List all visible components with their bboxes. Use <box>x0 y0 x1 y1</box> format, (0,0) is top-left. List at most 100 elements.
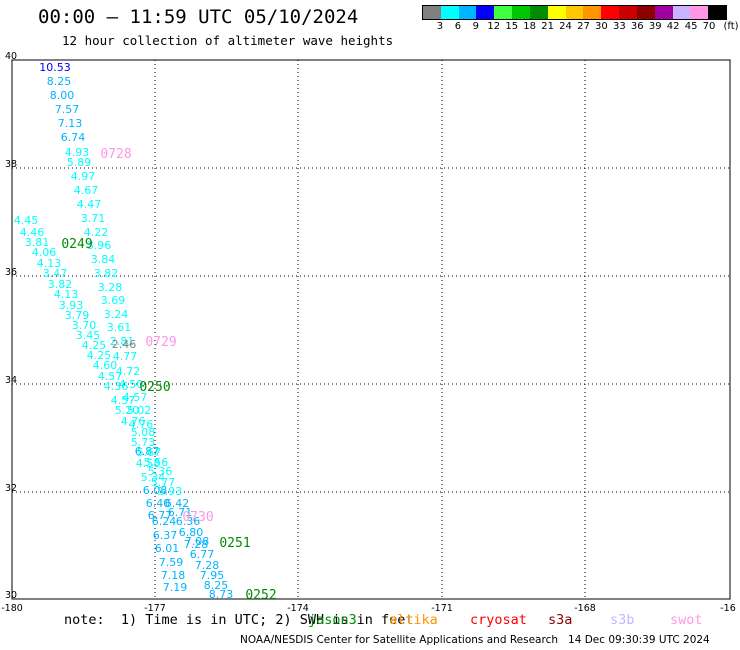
wave-height-value: 7.95 <box>200 569 225 582</box>
color-scale-label: 39 <box>648 21 662 32</box>
map-axis-labels: -180 -177 -174 -171 -168 -16 40 38 36 34 32 30 <box>1 51 736 614</box>
map-frame <box>11 59 731 600</box>
color-swatch <box>529 6 548 19</box>
wave-height-readings: 10.538.258.007.577.136.744.935.894.974.6… <box>14 61 234 601</box>
latitude-tick-label: 36 <box>5 267 17 278</box>
latitude-tick-label: 30 <box>5 590 17 601</box>
wave-height-value: 8.25 <box>204 579 229 592</box>
wave-height-value: 5.20 <box>115 404 140 417</box>
wave-height-value: 3.93 <box>59 299 84 312</box>
longitude-tick-label: -171 <box>431 603 453 614</box>
wave-height-value: 7.19 <box>163 581 188 594</box>
wave-height-value: 4.57 <box>111 394 136 407</box>
color-swatch <box>565 6 584 19</box>
wave-height-value: 3.61 <box>107 321 132 334</box>
wave-height-value: 5.93 <box>158 485 183 498</box>
color-scale-bar <box>422 5 727 20</box>
wave-height-value: 6.80 <box>179 526 204 539</box>
color-scale-label: 45 <box>684 21 698 32</box>
color-scale-label: 15 <box>505 21 519 32</box>
wave-height-value: 4.58 <box>136 457 161 470</box>
longitude-tick-label: -174 <box>287 603 309 614</box>
legend-satellite-altika: altika <box>389 612 438 628</box>
pass-time-labels: 0728 0249 0729 0250 0730 0251 0252 <box>61 147 276 603</box>
color-scale-label: 9 <box>472 21 479 32</box>
wave-height-value: 6.74 <box>61 131 86 144</box>
wave-height-value: 5.67 <box>137 446 162 459</box>
color-scale-label: 42 <box>666 21 680 32</box>
pass-time-label: 0252 <box>245 588 276 603</box>
color-swatch <box>672 6 691 19</box>
color-scale-label: 12 <box>487 21 501 32</box>
pass-time-label: 0729 <box>145 335 176 350</box>
color-swatch <box>458 6 477 19</box>
wave-height-value: 3.24 <box>104 308 129 321</box>
color-swatch <box>494 6 513 19</box>
color-scale-label: 36 <box>630 21 644 32</box>
color-scale-label: 70 <box>702 21 716 32</box>
color-swatch <box>476 6 495 19</box>
color-scale-label: 21 <box>541 21 554 32</box>
wave-height-value: 4.67 <box>74 184 99 197</box>
wave-height-value: 7.13 <box>58 117 83 130</box>
color-swatch <box>583 6 602 19</box>
color-scale-label: 27 <box>577 21 590 32</box>
wave-height-value: 2.46 <box>112 338 137 351</box>
color-scale-label: 30 <box>595 21 608 32</box>
credit-line: NOAA/NESDIS Center for Satellite Applica… <box>240 634 710 646</box>
wave-height-value: 3.71 <box>81 212 106 225</box>
wave-height-value: 6.01 <box>155 542 180 555</box>
wave-height-value: 7.08 <box>185 535 210 548</box>
footnote: note: 1) Time is in UTC; 2) SWH is in fe… <box>64 612 414 628</box>
longitude-tick-label: -168 <box>574 603 596 614</box>
wave-height-value: 4.50 <box>119 378 144 391</box>
legend-satellite-s3b: s3b <box>610 612 635 628</box>
wave-height-value: 8.25 <box>47 75 72 88</box>
wave-height-value: 6.71 <box>168 506 193 519</box>
color-swatch <box>512 6 530 19</box>
wave-height-value: 5.56 <box>144 456 169 469</box>
wave-height-value: 3.70 <box>72 319 97 332</box>
satellite-legend: jason3 altika cryosat s3a s3b swot <box>0 612 740 630</box>
wave-height-value: 6.08 <box>143 484 168 497</box>
wave-height-value: 4.25 <box>82 339 107 352</box>
wave-height-value: 4.57 <box>98 370 123 383</box>
longitude-tick-label: -180 <box>1 603 23 614</box>
wave-height-value: 3.82 <box>94 267 119 280</box>
legend-satellite-swot: swot <box>670 612 703 628</box>
latitude-tick-label: 38 <box>5 159 17 170</box>
wave-height-value: 6.24 <box>152 515 177 528</box>
pass-time-label: 0249 <box>61 237 92 252</box>
wave-height-value: 7.57 <box>55 103 80 116</box>
map-subtitle: 12 hour collection of altimeter wave hei… <box>62 33 394 48</box>
wave-height-value: 8.00 <box>50 89 75 102</box>
wave-height-value: 4.22 <box>84 226 109 239</box>
wave-height-value: 4.93 <box>65 146 90 159</box>
color-scale-labels: 3 6 9 12 15 18 21 24 27 30 33 36 39 42 45 70 (ft) <box>422 21 740 35</box>
wave-height-value: 3.81 <box>25 236 50 249</box>
wave-height-value: 6.42 <box>165 497 190 510</box>
wave-height-value: 4.47 <box>77 198 102 211</box>
wave-height-value: 6.77 <box>190 548 215 561</box>
wave-height-value: 3.69 <box>101 294 126 307</box>
wave-height-value: 5.73 <box>131 436 156 449</box>
pass-time-label: 0728 <box>100 147 131 162</box>
wave-height-value: 3.45 <box>76 329 101 342</box>
wave-height-value: 7.59 <box>159 556 184 569</box>
color-scale-label: 6 <box>454 21 462 32</box>
color-swatch <box>601 6 620 19</box>
wave-height-value: 4.25 <box>87 349 112 362</box>
wave-height-value: 3.84 <box>91 253 116 266</box>
color-swatch <box>636 6 655 19</box>
wave-height-value: 3.28 <box>98 281 123 294</box>
wave-height-value: 5.89 <box>67 156 92 169</box>
wave-height-value: 3.79 <box>65 309 90 322</box>
pass-time-label: 0251 <box>219 536 250 551</box>
color-scale-label: 18 <box>523 21 537 32</box>
color-swatch <box>690 6 709 19</box>
color-scale-label: (ft) <box>723 21 739 32</box>
wave-height-value: 3.96 <box>87 239 112 252</box>
color-scale-label: 33 <box>612 21 626 32</box>
color-swatch <box>708 6 727 19</box>
